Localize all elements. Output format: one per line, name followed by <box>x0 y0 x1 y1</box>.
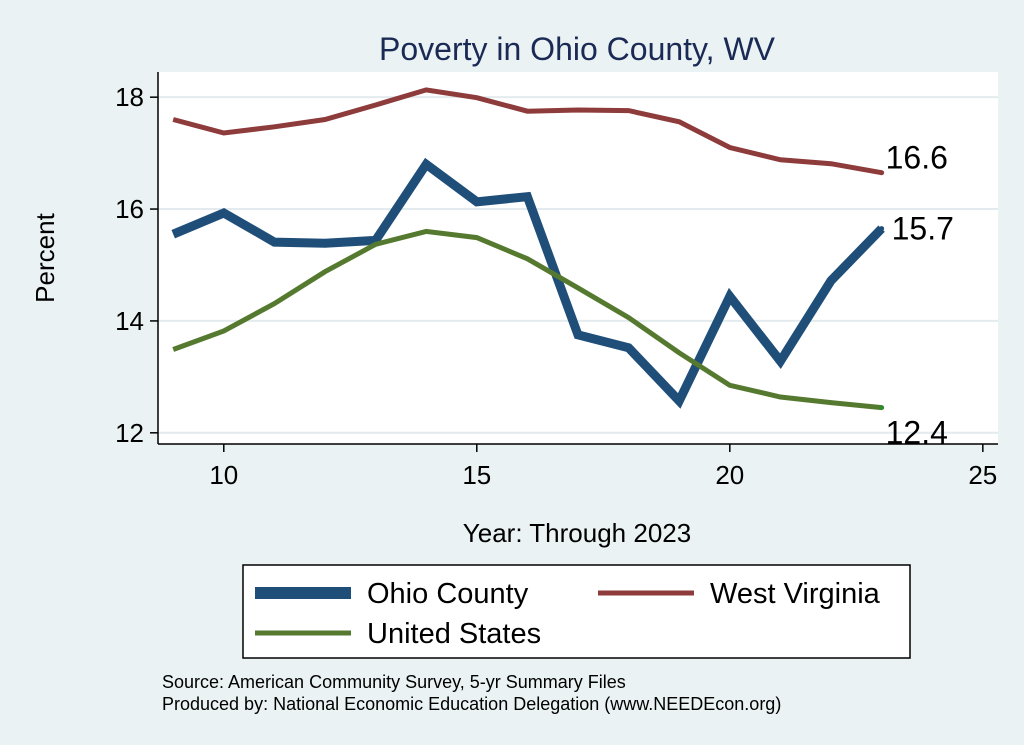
source-note: Source: American Community Survey, 5-yr … <box>162 672 626 692</box>
x-tick-label: 25 <box>968 460 997 490</box>
end-label-layer: 16.6 15.7 12.4 <box>879 140 954 451</box>
y-tick-label: 18 <box>115 82 144 112</box>
series-layer <box>171 87 885 411</box>
end-marker-west-virginia <box>879 170 885 176</box>
end-marker-ohio-county <box>879 226 885 232</box>
end-label-ohio-county: 15.7 <box>892 211 954 247</box>
legend-label-united-states: United States <box>367 618 541 650</box>
x-tick-label: 15 <box>462 460 491 490</box>
y-tick-label: 12 <box>115 418 144 448</box>
end-label-united-states: 12.4 <box>886 415 948 451</box>
x-tick-label: 10 <box>209 460 238 490</box>
end-label-west-virginia: 16.6 <box>886 140 948 176</box>
chart-title: Poverty in Ohio County, WV <box>379 31 776 67</box>
axis-layer: 12 14 16 18 10 15 20 25 <box>115 72 998 490</box>
grid-layer <box>158 96 998 434</box>
x-tick-label: 20 <box>715 460 744 490</box>
x-axis-title: Year: Through 2023 <box>463 518 691 548</box>
legend-box <box>242 564 911 659</box>
y-axis-title: Percent <box>30 212 60 302</box>
legend: Ohio County West Virginia United States <box>255 578 881 650</box>
y-tick-label: 16 <box>115 194 144 224</box>
legend-label-west-virginia: West Virginia <box>710 578 881 610</box>
producer-note: Produced by: National Economic Education… <box>162 694 781 714</box>
y-tick-label: 14 <box>115 306 144 336</box>
end-marker-united-states <box>879 405 885 411</box>
legend-label-ohio-county: Ohio County <box>367 578 529 610</box>
